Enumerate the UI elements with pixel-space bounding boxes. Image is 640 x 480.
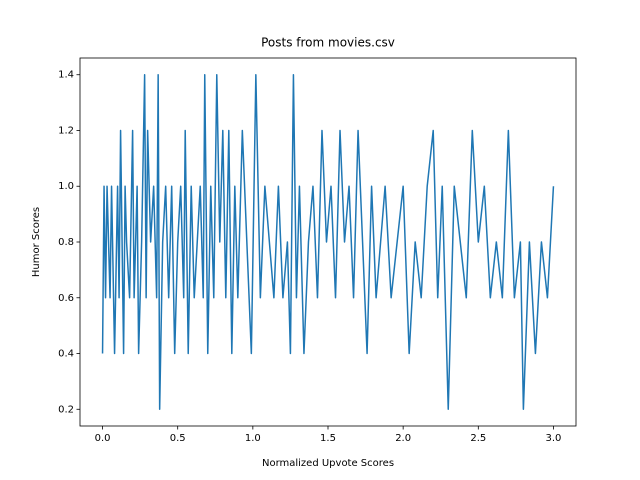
- x-tick-label: 1.5: [320, 433, 336, 444]
- y-axis-label: Humor Scores: [31, 207, 42, 277]
- y-tick-label: 1.4: [58, 70, 74, 81]
- y-tick-label: 0.4: [58, 349, 74, 360]
- x-axis-label: Normalized Upvote Scores: [262, 458, 394, 469]
- x-tick-label: 0.5: [170, 433, 186, 444]
- x-tick-label: 2.0: [395, 433, 411, 444]
- data-line: [101, 73, 555, 411]
- x-tick-label: 1.0: [245, 433, 261, 444]
- y-tick-label: 1.2: [58, 125, 74, 136]
- x-tick-label: 3.0: [546, 433, 562, 444]
- y-tick-label: 0.8: [58, 237, 74, 248]
- y-tick-label: 0.6: [58, 293, 74, 304]
- y-tick-label: 0.2: [58, 404, 74, 415]
- x-tick-label: 0.0: [95, 433, 111, 444]
- y-tick-label: 1.0: [58, 181, 74, 192]
- axes-frame: [79, 57, 577, 427]
- chart-title: Posts from movies.csv: [261, 36, 395, 50]
- x-tick-label: 2.5: [470, 433, 486, 444]
